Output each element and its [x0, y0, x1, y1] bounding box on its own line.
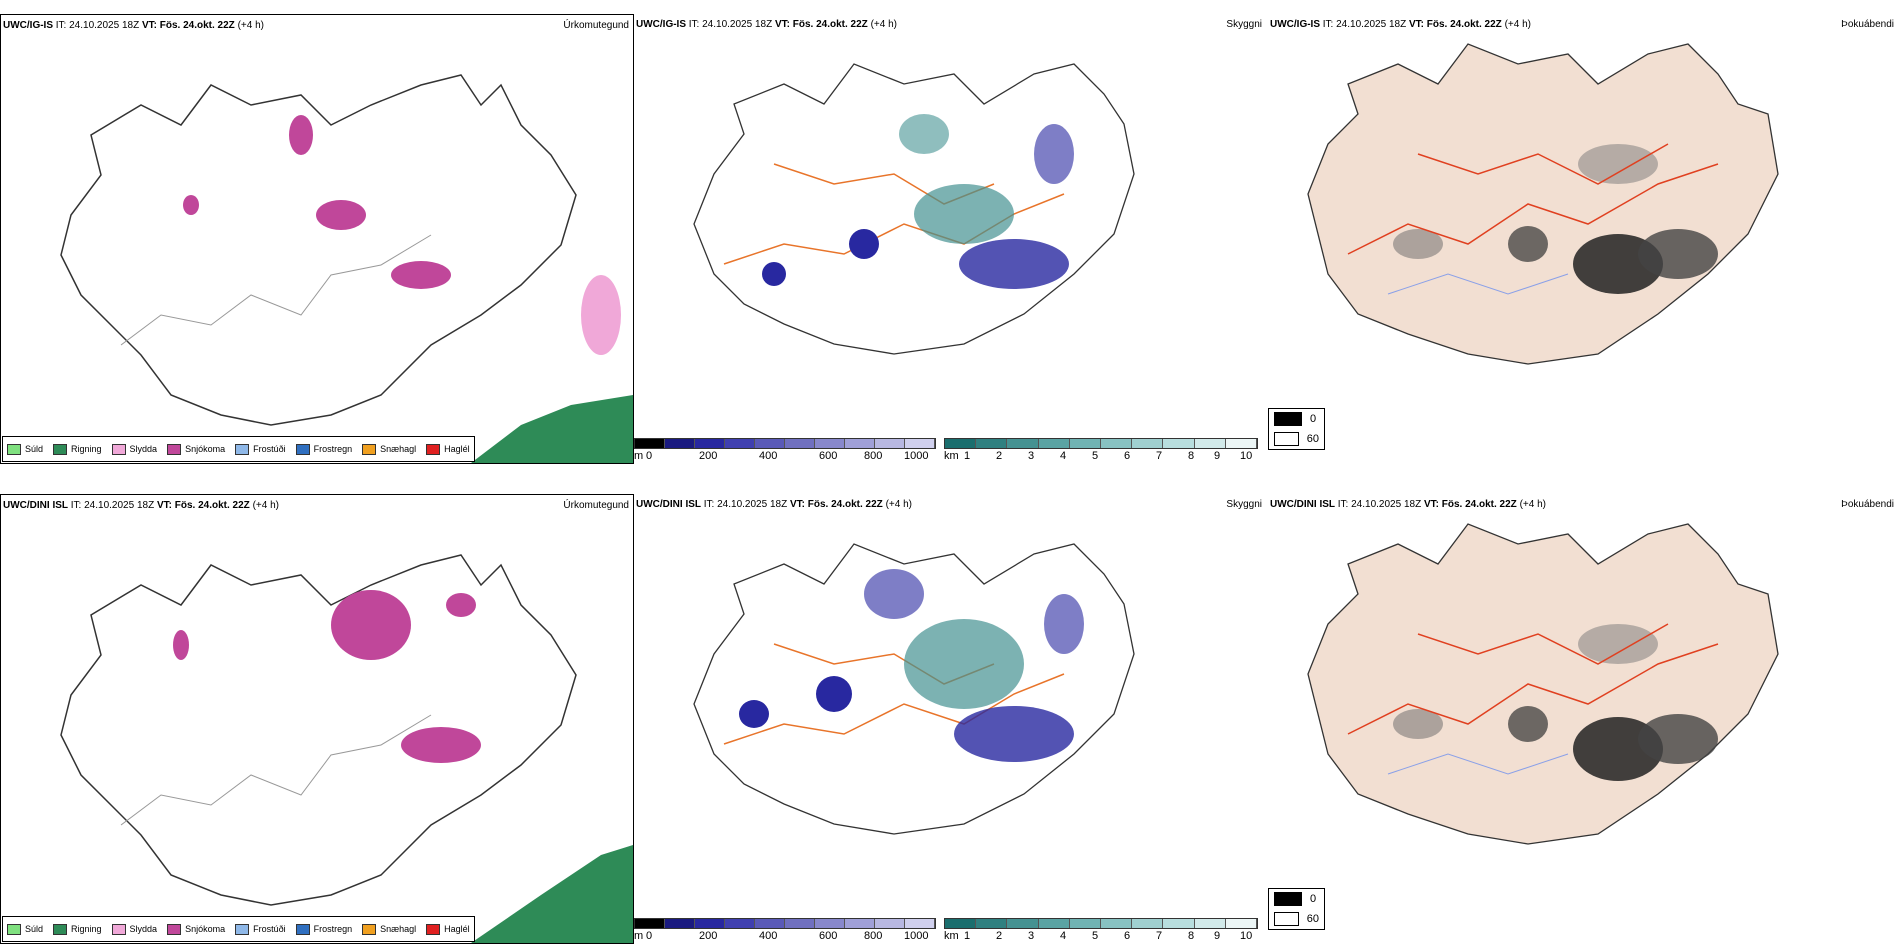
panel-title: Skyggni	[1226, 499, 1262, 510]
colorbar-tick: 10	[1240, 450, 1253, 462]
precip-type-legend: Súld Rigning Slydda Snjókoma Frostúði Fr…	[2, 436, 475, 462]
colorbar-tick: 1000	[904, 930, 929, 942]
fog-map-graphic	[1307, 43, 1779, 365]
legend-item: Snæhagl	[362, 923, 416, 935]
colorbar-tick: 200	[699, 930, 718, 942]
colorbar-unit: km	[944, 450, 959, 462]
colorbar-tick: 0	[646, 930, 653, 942]
colorbar-unit: m	[634, 450, 644, 462]
colorbar-tick: 60	[1306, 913, 1319, 925]
legend-item: Frostúði	[235, 923, 286, 935]
colorbar-tick: 800	[864, 450, 883, 462]
precip-map-graphic	[60, 554, 633, 943]
precip-map-graphic	[60, 74, 633, 463]
forecast-header: UWC/IG-IS IT: 24.10.2025 18Z VT: Fös. 24…	[1270, 19, 1531, 30]
colorbar-tick: 5	[1092, 450, 1099, 462]
colorbar-tick: 7	[1156, 450, 1163, 462]
colorbar-tick: 3	[1028, 450, 1035, 462]
cloudbase-colorbar: m 0 200 400 600 800 1000	[634, 918, 939, 942]
visibility-colorbar: km 1 2 3 4 5 6 7 8 9 10	[944, 438, 1259, 462]
legend-item: Snjókoma	[167, 923, 225, 935]
colorbar-tick: 9	[1214, 930, 1221, 942]
forecast-header: UWC/DINI ISL IT: 24.10.2025 18Z VT: Fös.…	[1270, 499, 1546, 510]
fog-indicator-map-dini: UWC/DINI ISL IT: 24.10.2025 18Z VT: Fös.…	[1268, 494, 1900, 942]
legend-item: Snæhagl	[362, 443, 416, 455]
panel-title: Úrkomutegund	[563, 500, 629, 511]
cloud-visibility-map-dini: UWC/DINI ISL IT: 24.10.2025 18Z VT: Fös.…	[634, 494, 1266, 942]
legend-item: Snjókoma	[167, 443, 225, 455]
colorbar-tick: 2	[996, 450, 1003, 462]
fog-colorbar: 0 60	[1268, 888, 1325, 930]
legend-item: Súld	[7, 923, 43, 935]
panel-title: Þokuábendi	[1841, 19, 1894, 30]
colorbar-tick: 5	[1092, 930, 1099, 942]
colorbar-tick: 60	[1306, 433, 1319, 445]
colorbar-tick: 8	[1188, 450, 1195, 462]
legend-item: Súld	[7, 443, 43, 455]
fog-indicator-map-igis: UWC/IG-IS IT: 24.10.2025 18Z VT: Fös. 24…	[1268, 14, 1900, 462]
legend-item: Frostregn	[295, 443, 352, 455]
colorbar-tick: 8	[1188, 930, 1195, 942]
legend-item: Frostregn	[295, 923, 352, 935]
legend-item: Rigning	[53, 923, 102, 935]
precip-type-map-dini: UWC/DINI ISL IT: 24.10.2025 18Z VT: Fös.…	[0, 494, 634, 944]
colorbar-unit: km	[944, 930, 959, 942]
visibility-colorbar: km 1 2 3 4 5 6 7 8 9 10	[944, 918, 1259, 942]
legend-item: Haglél	[426, 923, 470, 935]
colorbar-tick: 4	[1060, 450, 1067, 462]
colorbar-tick: 3	[1028, 930, 1035, 942]
cloud-map-graphic	[693, 63, 1135, 355]
colorbar-tick: 9	[1214, 450, 1221, 462]
colorbar-tick: 600	[819, 930, 838, 942]
colorbar-tick: 10	[1240, 930, 1253, 942]
forecast-header: UWC/DINI ISL IT: 24.10.2025 18Z VT: Fös.…	[636, 499, 912, 510]
legend-item: Slydda	[111, 443, 157, 455]
colorbar-tick: 0	[1310, 893, 1317, 905]
colorbar-tick: 1	[964, 450, 971, 462]
cloudbase-colorbar: m 0 200 400 600 800 1000	[634, 438, 939, 462]
colorbar-tick: 2	[996, 930, 1003, 942]
cloud-visibility-map-igis: UWC/IG-IS IT: 24.10.2025 18Z VT: Fös. 24…	[634, 14, 1266, 462]
colorbar-tick: 7	[1156, 930, 1163, 942]
colorbar-tick: 1000	[904, 450, 929, 462]
colorbar-unit: m	[634, 930, 644, 942]
precip-type-map-igis: UWC/IG-IS IT: 24.10.2025 18Z VT: Fös. 24…	[0, 14, 634, 464]
colorbar-tick: 200	[699, 450, 718, 462]
colorbar-tick: 6	[1124, 930, 1131, 942]
legend-item: Haglél	[426, 443, 470, 455]
panel-title: Úrkomutegund	[563, 20, 629, 31]
forecast-header: UWC/DINI ISL IT: 24.10.2025 18Z VT: Fös.…	[3, 500, 279, 511]
legend-item: Slydda	[111, 923, 157, 935]
forecast-header: UWC/IG-IS IT: 24.10.2025 18Z VT: Fös. 24…	[636, 19, 897, 30]
colorbar-tick: 1	[964, 930, 971, 942]
precip-type-legend: Súld Rigning Slydda Snjókoma Frostúði Fr…	[2, 916, 475, 942]
colorbar-tick: 800	[864, 930, 883, 942]
colorbar-tick: 600	[819, 450, 838, 462]
forecast-header: UWC/IG-IS IT: 24.10.2025 18Z VT: Fös. 24…	[3, 20, 264, 31]
colorbar-tick: 400	[759, 450, 778, 462]
colorbar-tick: 400	[759, 930, 778, 942]
colorbar-tick: 0	[1310, 413, 1317, 425]
fog-colorbar: 0 60	[1268, 408, 1325, 450]
legend-item: Frostúði	[235, 443, 286, 455]
legend-item: Rigning	[53, 443, 102, 455]
panel-title: Skyggni	[1226, 19, 1262, 30]
cloud-map-graphic	[693, 543, 1135, 835]
colorbar-tick: 6	[1124, 450, 1131, 462]
fog-map-graphic	[1307, 523, 1779, 845]
colorbar-tick: 4	[1060, 930, 1067, 942]
panel-title: Þokuábendi	[1841, 499, 1894, 510]
colorbar-tick: 0	[646, 450, 653, 462]
